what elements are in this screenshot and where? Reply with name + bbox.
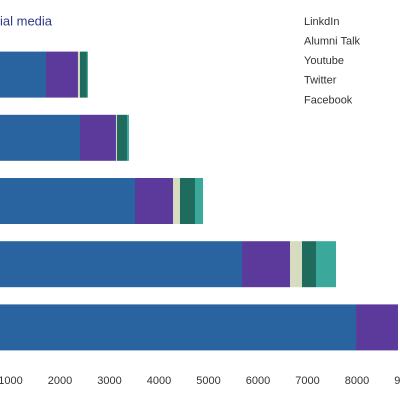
x-tick-label: 8000 bbox=[345, 375, 369, 387]
x-tick-label: 9000 bbox=[394, 375, 400, 387]
legend-label: LinkdIn bbox=[304, 16, 339, 28]
x-tick-label: 7000 bbox=[295, 375, 319, 387]
x-tick-label: 6000 bbox=[246, 375, 270, 387]
bar-segment bbox=[356, 304, 398, 351]
legend-label: Youtube bbox=[304, 55, 344, 67]
x-tick-label: 2000 bbox=[48, 375, 72, 387]
bar-segment bbox=[316, 241, 337, 288]
bar-segment bbox=[0, 51, 46, 98]
x-tick-label: 3000 bbox=[97, 375, 121, 387]
bar-segment bbox=[79, 114, 116, 161]
x-tick-label: 1000 bbox=[0, 375, 23, 387]
chart-title: ial media bbox=[0, 13, 53, 28]
bar-segment bbox=[0, 241, 243, 288]
bar-segment bbox=[0, 304, 357, 351]
bar-segment bbox=[126, 114, 129, 161]
x-tick-label: 5000 bbox=[196, 375, 220, 387]
bar-segment bbox=[290, 241, 303, 288]
x-tick-label: 4000 bbox=[147, 375, 171, 387]
legend-label: Alumni Talk bbox=[304, 36, 361, 48]
bar-segment bbox=[45, 51, 78, 98]
legend-label: Facebook bbox=[304, 94, 353, 106]
bar-segment bbox=[77, 51, 80, 98]
bar-segment bbox=[179, 178, 195, 224]
bar-segment bbox=[0, 114, 80, 161]
bar-segment bbox=[0, 178, 135, 224]
bar-segment bbox=[116, 114, 127, 161]
bar-segment bbox=[86, 51, 88, 98]
bar-segment bbox=[302, 241, 317, 288]
bar-segment bbox=[242, 241, 291, 288]
bar-segment bbox=[79, 51, 87, 98]
bar-segment bbox=[115, 114, 117, 161]
legend-label: Twitter bbox=[304, 75, 337, 87]
bar-segment bbox=[194, 178, 204, 224]
bar-segment bbox=[173, 178, 180, 224]
bar-segment bbox=[134, 178, 174, 224]
